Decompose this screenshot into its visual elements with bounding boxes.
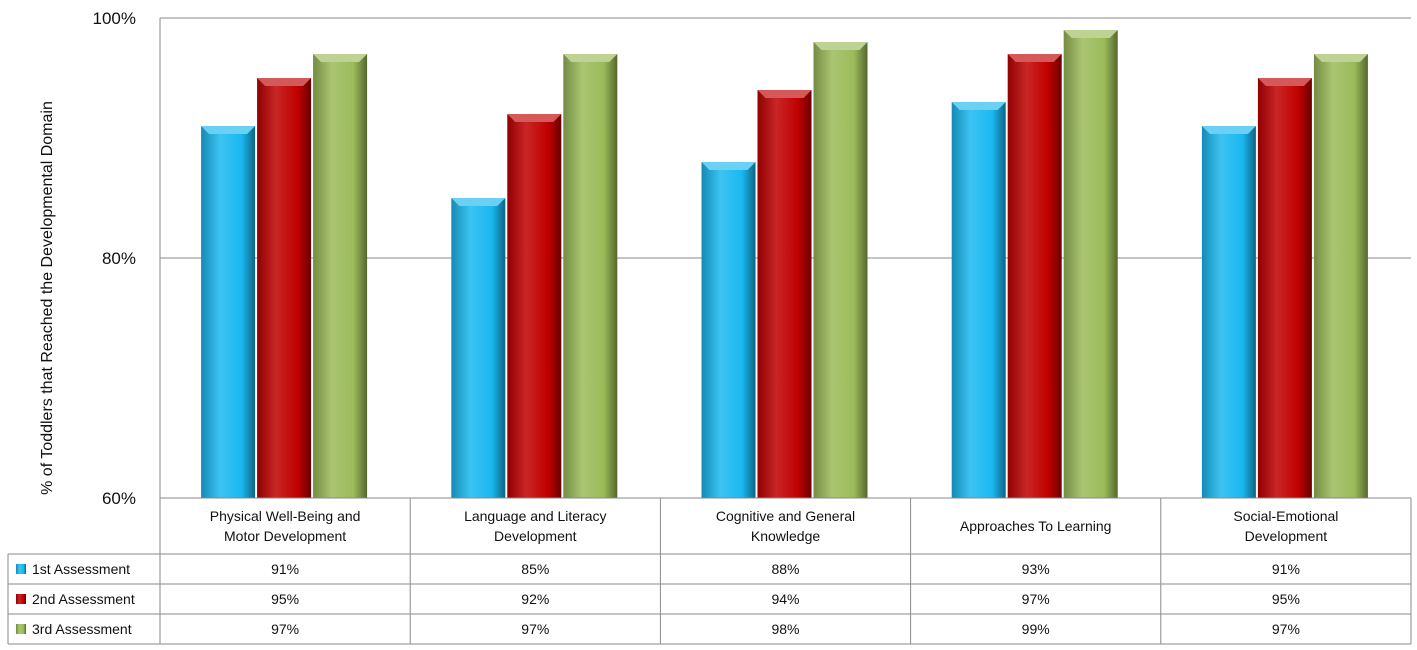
legend-key <box>16 564 26 574</box>
bar-cap <box>701 162 756 170</box>
bar-cap <box>563 54 618 62</box>
x-category-label: Language and Literacy <box>464 508 606 524</box>
data-label: 97% <box>1022 591 1050 607</box>
bar-body <box>507 114 562 498</box>
legend-label: 1st Assessment <box>32 561 130 577</box>
x-category-label: Physical Well-Being and <box>210 508 361 524</box>
data-label: 91% <box>271 561 299 577</box>
x-category-label: Motor Development <box>224 528 346 544</box>
data-label: 95% <box>271 591 299 607</box>
bar <box>1313 54 1368 498</box>
bar-body <box>701 162 756 498</box>
data-label: 95% <box>1272 591 1300 607</box>
bar <box>1201 126 1256 498</box>
data-label: 92% <box>521 591 549 607</box>
legend-label: 2nd Assessment <box>32 591 135 607</box>
bar-body <box>757 90 812 498</box>
bar-body <box>1063 30 1118 498</box>
y-tick-label: 60% <box>102 489 136 508</box>
bar-cap <box>951 102 1006 110</box>
bar-body <box>1201 126 1256 498</box>
y-tick-label: 80% <box>102 249 136 268</box>
y-tick-label: 100% <box>93 9 136 28</box>
x-category-label: Cognitive and General <box>716 508 855 524</box>
x-category-label: Development <box>1245 528 1328 544</box>
bar <box>951 102 1006 498</box>
bar-cap <box>757 90 812 98</box>
data-label: 93% <box>1022 561 1050 577</box>
data-label: 91% <box>1272 561 1300 577</box>
x-category-label: Social-Emotional <box>1233 508 1338 524</box>
bar <box>313 54 368 498</box>
bar <box>1063 30 1118 498</box>
bar-body <box>563 54 618 498</box>
bar-cap <box>813 42 868 50</box>
legend-label: 3rd Assessment <box>32 621 132 637</box>
data-label: 97% <box>1272 621 1300 637</box>
x-category-label: Knowledge <box>751 528 820 544</box>
bar-cap <box>313 54 368 62</box>
y-axis-title: % of Toddlers that Reached the Developme… <box>39 101 56 495</box>
bar-cap <box>451 198 506 206</box>
legend-key <box>16 624 26 634</box>
bar-cap <box>201 126 256 134</box>
bar-body <box>1007 54 1062 498</box>
bar <box>201 126 256 498</box>
bar <box>701 162 756 498</box>
bar-cap <box>257 78 312 86</box>
bar <box>451 198 506 498</box>
bar-cap <box>1063 30 1118 38</box>
bar-cap <box>1313 54 1368 62</box>
data-label: 97% <box>271 621 299 637</box>
bar-body <box>201 126 256 498</box>
bar-body <box>451 198 506 498</box>
bar-cap <box>1201 126 1256 134</box>
bar <box>563 54 618 498</box>
bar-body <box>1313 54 1368 498</box>
bar-body <box>1257 78 1312 498</box>
data-label: 88% <box>771 561 799 577</box>
bar <box>257 78 312 498</box>
data-label: 94% <box>771 591 799 607</box>
bar-body <box>313 54 368 498</box>
bar <box>813 42 868 498</box>
bar-body <box>257 78 312 498</box>
bar-cap <box>507 114 562 122</box>
x-category-label: Development <box>494 528 577 544</box>
bar <box>1007 54 1062 498</box>
bar-body <box>813 42 868 498</box>
x-category-label: Approaches To Learning <box>960 518 1112 534</box>
data-label: 85% <box>521 561 549 577</box>
bar-body <box>951 102 1006 498</box>
legend-key <box>16 594 26 604</box>
bar <box>757 90 812 498</box>
bar <box>1257 78 1312 498</box>
bar-cap <box>1257 78 1312 86</box>
data-label: 98% <box>771 621 799 637</box>
data-label: 97% <box>521 621 549 637</box>
bar <box>507 114 562 498</box>
data-label: 99% <box>1022 621 1050 637</box>
bar-cap <box>1007 54 1062 62</box>
